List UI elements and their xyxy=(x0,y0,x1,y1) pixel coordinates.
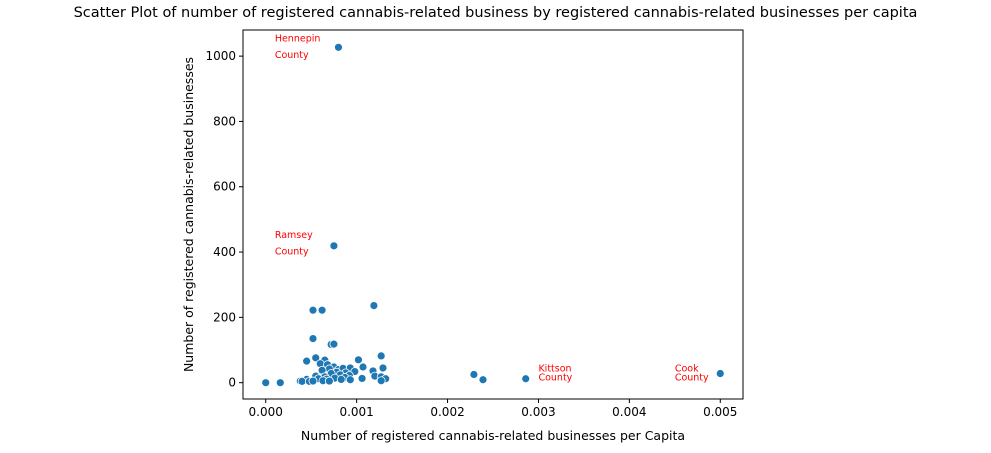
annotation-label: County xyxy=(538,373,572,384)
data-point xyxy=(358,362,368,372)
data-point xyxy=(308,305,318,315)
data-point xyxy=(715,369,725,378)
data-point xyxy=(308,376,318,386)
y-axis: 0 200 400 600 800 1000 xyxy=(205,49,243,390)
y-tick-label: 1000 xyxy=(205,49,236,63)
annotation-label: County xyxy=(275,246,309,257)
x-tick-label: 0.005 xyxy=(703,405,737,419)
data-point xyxy=(324,376,334,386)
x-tick-label: 0.004 xyxy=(612,405,646,419)
data-point xyxy=(357,374,367,383)
data-point xyxy=(302,356,312,366)
annotation-label: Hennepin xyxy=(275,33,321,44)
data-point xyxy=(354,355,363,365)
data-point xyxy=(334,42,343,52)
data-point xyxy=(329,339,339,349)
data-point xyxy=(376,376,386,386)
y-tick-label: 200 xyxy=(213,310,236,324)
data-point xyxy=(478,375,488,385)
data-point xyxy=(275,378,285,388)
x-tick-label: 0.000 xyxy=(249,405,283,419)
annotation-label: Cook xyxy=(675,364,699,375)
y-tick-label: 600 xyxy=(213,180,236,194)
data-point xyxy=(311,353,321,363)
x-axis: 0.000 0.001 0.002 0.003 0.004 0.005 xyxy=(249,399,737,419)
y-tick-label: 0 xyxy=(228,376,236,390)
plot-area xyxy=(242,29,744,400)
x-tick-label: 0.002 xyxy=(430,405,464,419)
annotation-label: County xyxy=(275,50,309,61)
data-point xyxy=(521,374,531,384)
y-tick-label: 400 xyxy=(213,245,236,259)
data-point xyxy=(297,376,307,386)
annotation-label: Ramsey xyxy=(275,230,313,241)
annotation-label: Kittson xyxy=(538,364,571,375)
data-point xyxy=(329,241,339,251)
data-point xyxy=(469,370,479,379)
data-point xyxy=(308,334,318,343)
data-point xyxy=(378,363,388,373)
data-point xyxy=(261,378,271,388)
chart-title: Scatter Plot of number of registered can… xyxy=(73,5,918,21)
data-point xyxy=(317,305,327,315)
data-points xyxy=(261,42,725,388)
x-axis-label: Number of registered cannabis-related bu… xyxy=(301,428,685,443)
annotation-label: County xyxy=(675,373,709,384)
data-point xyxy=(369,301,379,311)
y-tick-label: 800 xyxy=(213,114,236,128)
x-tick-label: 0.003 xyxy=(521,405,555,419)
annotations: HennepinCountyRamseyCountyKittsonCountyC… xyxy=(275,33,709,383)
y-axis-label: Number of registered cannabis-related bu… xyxy=(181,57,196,372)
data-point xyxy=(345,375,355,385)
data-point xyxy=(336,375,346,384)
data-point xyxy=(376,351,386,361)
x-tick-label: 0.001 xyxy=(339,405,373,419)
